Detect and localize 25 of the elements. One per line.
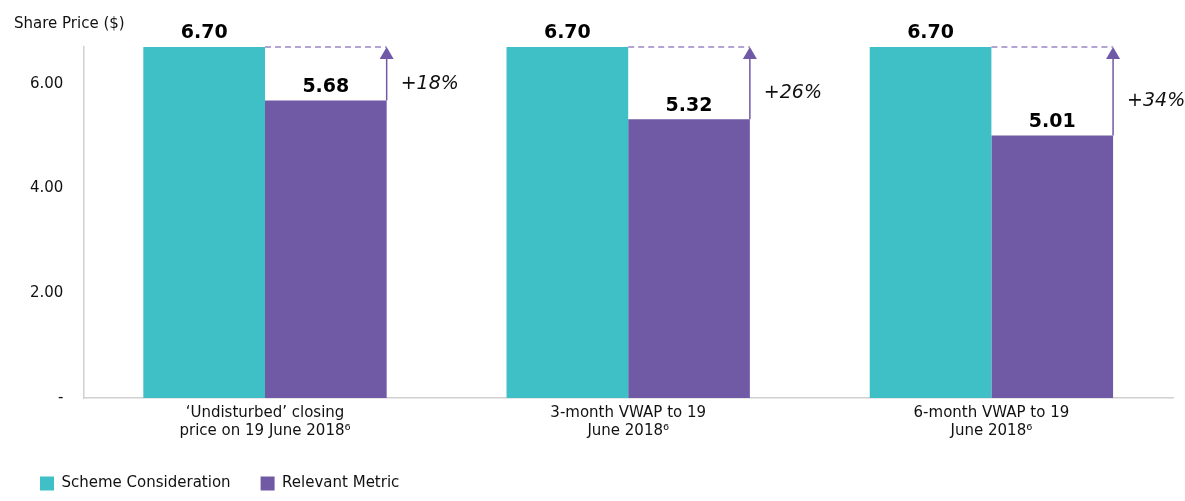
bar xyxy=(265,100,387,398)
y-tick-label: - xyxy=(57,387,64,406)
data-label: 6.70 xyxy=(180,20,228,43)
data-label: 6.70 xyxy=(543,20,591,43)
x-tick-label: 6-month VWAP to 19 June 2018⁶ xyxy=(913,402,1070,439)
data-label: 5.68 xyxy=(302,73,350,96)
annotation: +26% xyxy=(763,80,823,103)
bar xyxy=(143,47,265,398)
x-tick-label: 3-month VWAP to 19 June 2018⁶ xyxy=(550,402,707,439)
x-tick-label: ‘Undisturbed’ closing price on 19 June 2018⁶ xyxy=(179,402,351,439)
y-tick-label: 6.00 xyxy=(29,73,64,92)
bar xyxy=(869,47,992,398)
legend-label: Scheme Consideration xyxy=(61,473,231,492)
bar xyxy=(628,119,750,398)
annotation: +18% xyxy=(400,70,459,93)
y-tick-label: 2.00 xyxy=(29,283,64,302)
data-label: 5.32 xyxy=(665,92,713,115)
bar xyxy=(506,47,629,398)
annotation: +34% xyxy=(1127,88,1185,111)
bar xyxy=(991,135,1114,398)
y-axis-title: Share Price ($) xyxy=(14,14,125,32)
y-tick-label: 4.00 xyxy=(29,178,64,197)
data-label: 6.70 xyxy=(907,20,955,43)
data-label: 5.01 xyxy=(1028,108,1076,131)
legend-label: Relevant Metric xyxy=(282,473,400,492)
